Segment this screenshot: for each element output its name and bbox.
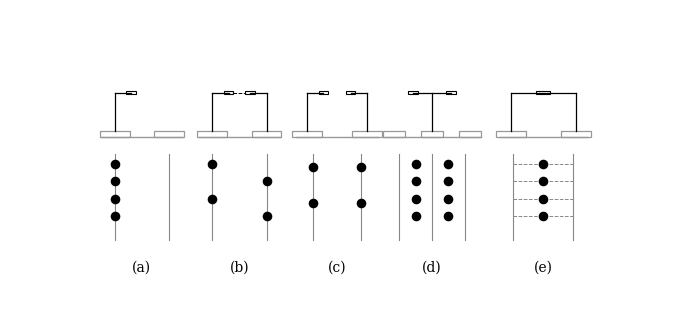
Bar [352, 131, 382, 137]
Point [410, 179, 421, 184]
Bar [496, 131, 526, 137]
Bar [346, 91, 356, 94]
Point [307, 201, 318, 206]
Point [356, 201, 367, 206]
Bar [459, 131, 481, 137]
Bar [224, 91, 233, 94]
Bar [126, 91, 136, 94]
Point [538, 196, 549, 201]
Point [538, 179, 549, 184]
Bar [561, 131, 591, 137]
Point [410, 162, 421, 167]
Text: (c): (c) [328, 260, 346, 275]
Point [538, 213, 549, 218]
Point [109, 213, 120, 218]
Point [442, 162, 454, 167]
Point [410, 213, 421, 218]
Bar [421, 131, 443, 137]
Bar [293, 131, 322, 137]
Bar [446, 91, 456, 94]
Text: (e): (e) [533, 260, 553, 275]
Text: (b): (b) [230, 260, 249, 275]
Point [307, 164, 318, 169]
Point [356, 164, 367, 169]
Point [410, 196, 421, 201]
Bar [318, 91, 328, 94]
Point [538, 162, 549, 167]
Point [261, 179, 272, 184]
Bar [99, 131, 130, 137]
Bar [251, 131, 281, 137]
Point [442, 213, 454, 218]
Point [206, 162, 218, 167]
Bar [536, 91, 550, 94]
Point [109, 196, 120, 201]
Text: (a): (a) [132, 260, 151, 275]
Point [206, 196, 218, 201]
Point [109, 162, 120, 167]
Point [261, 213, 272, 218]
Bar [408, 91, 418, 94]
Bar [246, 91, 255, 94]
Point [442, 179, 454, 184]
Bar [154, 131, 184, 137]
Bar [197, 131, 228, 137]
Bar [383, 131, 405, 137]
Point [442, 196, 454, 201]
Point [109, 179, 120, 184]
Text: (d): (d) [422, 260, 442, 275]
